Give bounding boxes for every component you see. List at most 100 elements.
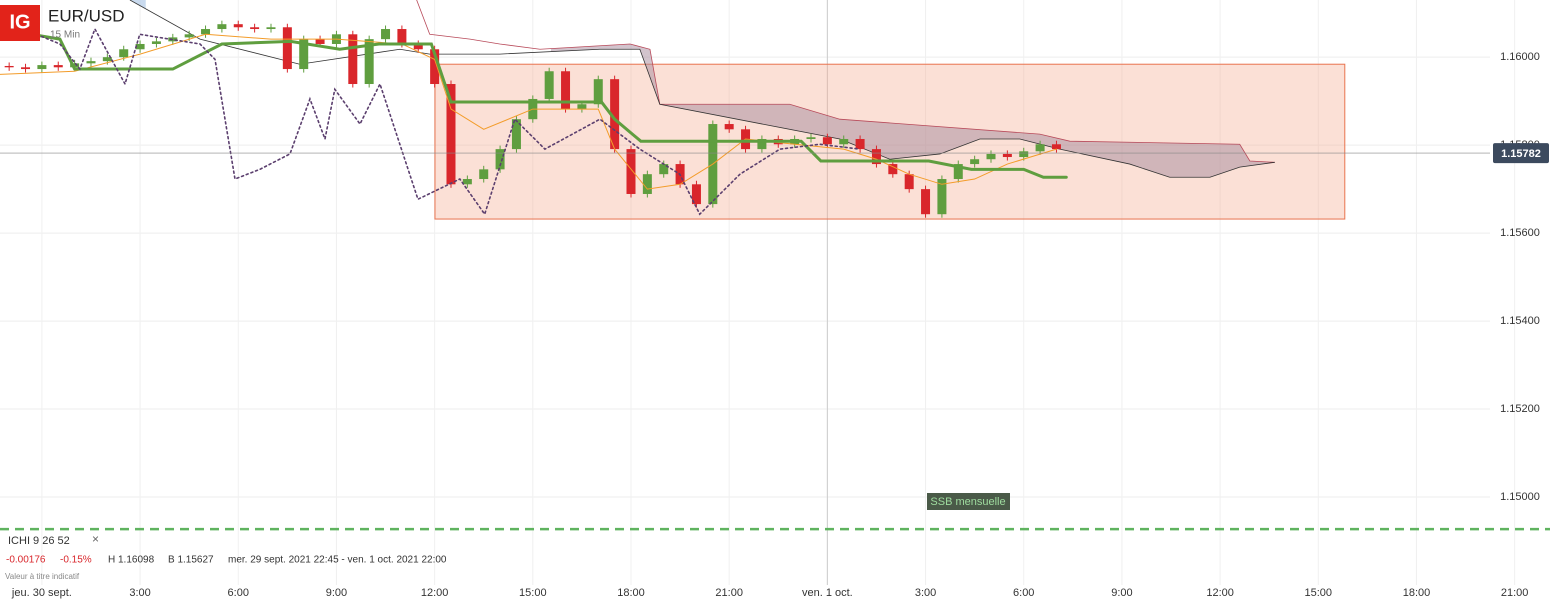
candle-body: [822, 137, 832, 145]
x-tick-label: 18:00: [1403, 587, 1431, 599]
candle-body: [986, 153, 996, 160]
candle-body: [37, 65, 47, 70]
candle-body: [855, 138, 865, 150]
indicator-line: [0, 27, 1068, 179]
candle-body: [430, 49, 440, 85]
logo: IG: [9, 11, 30, 33]
plot: [0, 0, 1490, 220]
candle-body: [233, 24, 243, 28]
candle-body: [315, 39, 325, 44]
y-tick-label: 1.15000: [1500, 491, 1540, 503]
candle-body: [921, 189, 931, 215]
candle-body: [871, 149, 881, 165]
interval: 15 Min: [50, 30, 80, 41]
close-indicator[interactable]: ×: [92, 532, 99, 546]
candle-body: [266, 27, 276, 30]
candle-body: [691, 184, 701, 205]
x-tick-label: 6:00: [1013, 587, 1034, 599]
candle-body: [462, 179, 472, 185]
candle-body: [626, 149, 636, 194]
change-pct: -0.15%: [60, 555, 92, 566]
candle-body: [135, 43, 145, 50]
candle-body: [757, 138, 767, 150]
candle-body: [86, 61, 96, 64]
candle-body: [299, 39, 309, 70]
x-tick-label: 3:00: [129, 587, 150, 599]
candle-body: [381, 29, 391, 40]
x-tick-label: 9:00: [1111, 587, 1132, 599]
candle-body: [4, 65, 14, 68]
x-tick-label: 15:00: [1305, 587, 1333, 599]
range: mer. 29 sept. 2021 22:45 - ven. 1 oct. 2…: [228, 555, 447, 566]
candle-body: [151, 41, 161, 44]
y-tick-label: 1.15400: [1500, 315, 1540, 327]
last-price-badge: [1493, 143, 1549, 164]
candle-body: [348, 34, 358, 85]
candle-body: [21, 67, 31, 70]
y-tick-label: 1.15600: [1500, 227, 1540, 239]
candle-body: [724, 124, 734, 130]
low: B 1.15627: [168, 555, 214, 566]
candle-body: [970, 159, 980, 165]
candle-body: [479, 169, 489, 180]
candle-body: [217, 24, 227, 30]
candle-body: [888, 164, 898, 175]
indicator-line: [0, 33, 1057, 190]
x-tick-label: 6:00: [228, 587, 249, 599]
candle-body: [1002, 153, 1012, 158]
note: Valeur à titre indicatif: [5, 572, 80, 581]
candle-body: [1019, 151, 1029, 158]
x-tick-label: 12:00: [421, 587, 449, 599]
candle-body: [201, 29, 211, 35]
candle-body: [119, 49, 129, 58]
logo-box: [0, 5, 40, 41]
candle-body: [102, 57, 112, 62]
candle-body: [184, 34, 194, 38]
candle-body: [364, 39, 374, 85]
x-tick-label: 3:00: [915, 587, 936, 599]
x-tick-label: 9:00: [326, 587, 347, 599]
candle-body: [282, 27, 292, 70]
candle-body: [397, 29, 407, 44]
candle-body: [413, 43, 423, 50]
candle-body: [642, 174, 652, 194]
candle-body: [446, 84, 456, 185]
candle-body: [70, 63, 80, 68]
axes: 1.150001.152001.154001.156001.158001.160…: [0, 51, 1550, 599]
x-tick-label: jeu. 30 sept.: [11, 587, 72, 599]
candle-body: [1035, 144, 1045, 152]
indicator[interactable]: ICHI 9 26 52: [8, 535, 70, 547]
candle-body: [577, 104, 587, 110]
x-tick-label: 21:00: [1501, 587, 1529, 599]
candle-body: [511, 119, 521, 150]
cloud-span: [129, 0, 1275, 178]
y-tick-label: 1.15200: [1500, 403, 1540, 415]
high: H 1.16098: [108, 555, 155, 566]
candle-body: [593, 79, 603, 105]
candle-body: [544, 71, 554, 99]
cloud-span: [416, 0, 1275, 163]
x-tick-label: 15:00: [519, 587, 547, 599]
candle-body: [1051, 144, 1061, 150]
candle-body: [904, 174, 914, 190]
x-tick-label: ven. 1 oct.: [802, 587, 853, 599]
x-tick-label: 21:00: [715, 587, 743, 599]
candle-body: [937, 179, 947, 215]
candle-body: [659, 164, 669, 175]
candle-body: [953, 164, 963, 180]
candle-body: [561, 71, 571, 110]
change: -0.00176: [6, 555, 46, 566]
candle-body: [839, 138, 849, 145]
x-tick-label: 18:00: [617, 587, 645, 599]
candle-body: [495, 149, 505, 170]
level-label-box: [927, 493, 1010, 510]
level-label: SSB mensuelle: [930, 496, 1005, 508]
y-tick-label: 1.16000: [1500, 51, 1540, 63]
symbol: EUR/USD: [48, 6, 125, 25]
candle-body: [610, 79, 620, 150]
candle-body: [53, 65, 63, 68]
candle-body: [250, 27, 260, 30]
indicator-line: [0, 18, 861, 216]
